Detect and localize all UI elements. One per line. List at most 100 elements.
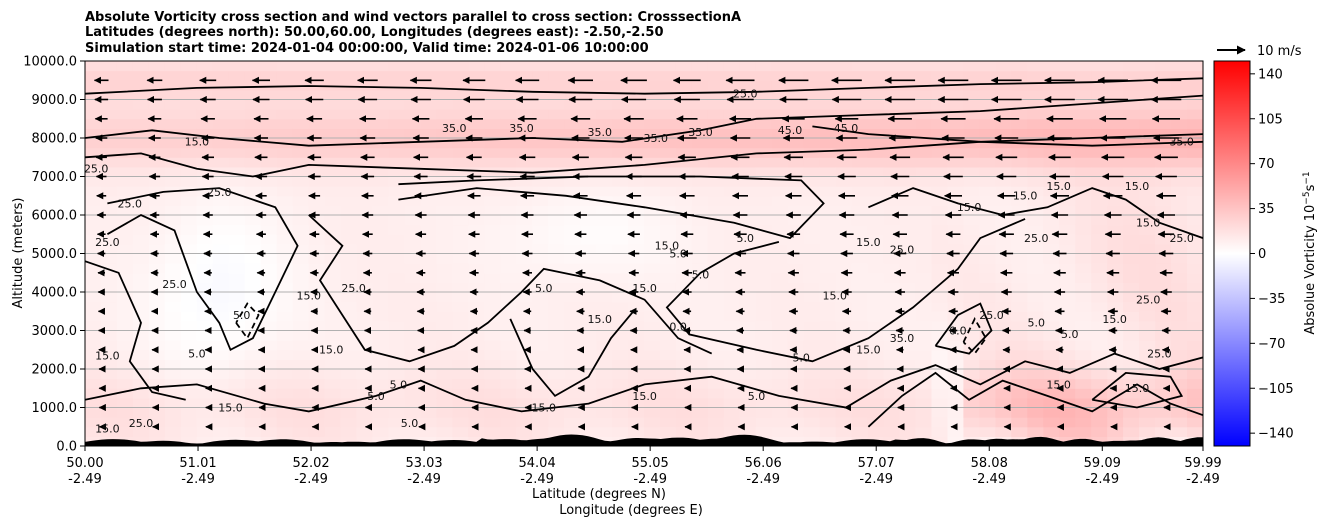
field-cell <box>164 378 182 389</box>
field-cell <box>244 186 262 197</box>
contour-label: 15.0 <box>1013 190 1038 203</box>
field-cell <box>1171 118 1188 129</box>
field-cell <box>228 80 246 91</box>
field-cell <box>947 330 965 341</box>
field-cell <box>979 378 996 389</box>
field-cell <box>612 407 629 418</box>
field-cell <box>1075 263 1092 274</box>
field-cell <box>132 215 150 226</box>
field-cell <box>612 118 629 129</box>
field-cell <box>739 224 757 235</box>
field-cell <box>452 320 469 332</box>
field-cell <box>228 388 246 399</box>
field-cell <box>452 330 469 341</box>
x-tick-label-lon: -2.49 <box>1186 472 1220 487</box>
field-cell <box>484 426 501 437</box>
field-cell <box>596 349 613 360</box>
field-cell <box>484 224 501 235</box>
field-cell <box>85 426 102 437</box>
field-cell <box>739 263 757 274</box>
field-cell <box>1107 263 1124 274</box>
field-cell <box>564 407 581 418</box>
field-cell <box>644 128 661 139</box>
field-cell <box>436 128 453 139</box>
field-cell <box>196 147 214 158</box>
field-cell <box>212 147 230 158</box>
field-cell <box>660 349 677 360</box>
field-cell <box>164 215 182 226</box>
field-cell <box>388 109 406 120</box>
field-cell <box>771 205 789 216</box>
field-cell <box>1091 253 1108 264</box>
field-cell <box>883 263 901 274</box>
field-cell <box>867 138 885 149</box>
field-cell <box>516 397 533 409</box>
field-cell <box>675 282 693 293</box>
field-cell <box>580 157 597 168</box>
field-cell <box>420 176 437 187</box>
field-cell <box>420 166 437 178</box>
field-cell <box>995 301 1012 312</box>
field-cell <box>420 99 437 110</box>
field-cell <box>564 215 581 226</box>
field-cell <box>1139 99 1156 110</box>
field-cell <box>771 109 789 120</box>
field-cell <box>1075 61 1092 72</box>
field-cell <box>180 340 198 351</box>
field-cell <box>420 426 437 437</box>
field-cell <box>931 61 949 72</box>
field-cell <box>915 89 933 101</box>
field-cell <box>180 320 198 332</box>
field-cell <box>596 320 613 332</box>
colorbar-tick-label: 35 <box>1258 202 1275 217</box>
contour-label: 35.0 <box>644 132 669 145</box>
field-cell <box>292 157 310 168</box>
field-cell <box>1187 118 1203 129</box>
field-cell <box>1155 157 1172 168</box>
field-cell <box>388 224 406 235</box>
field-cell <box>755 166 773 178</box>
field-cell <box>180 292 198 303</box>
field-cell <box>1011 234 1028 245</box>
field-cell <box>755 215 773 226</box>
field-cell <box>436 388 453 399</box>
field-cell <box>180 128 198 139</box>
field-cell <box>979 186 996 197</box>
field-cell <box>276 301 294 312</box>
field-cell <box>212 253 230 264</box>
field-cell <box>819 320 837 332</box>
contour-label: 25.0 <box>1147 347 1172 360</box>
field-cell <box>931 224 949 235</box>
field-cell <box>803 330 821 341</box>
field-cell <box>324 118 342 129</box>
field-cell <box>340 80 358 91</box>
field-cell <box>1091 407 1108 418</box>
field-cell <box>899 234 917 245</box>
field-cell <box>101 263 118 274</box>
field-cell <box>915 70 933 81</box>
field-cell <box>851 378 869 389</box>
contour-label: 5.0 <box>1061 328 1079 341</box>
field-cell <box>500 128 517 139</box>
field-cell <box>931 311 949 322</box>
field-cell <box>148 292 166 303</box>
field-cell <box>420 80 437 91</box>
field-cell <box>532 195 549 206</box>
field-cell <box>803 89 821 101</box>
field-cell <box>548 243 565 255</box>
field-cell <box>1011 330 1028 341</box>
field-cell <box>292 109 310 120</box>
field-cell <box>516 234 533 245</box>
field-cell <box>548 166 565 178</box>
field-cell <box>196 397 214 409</box>
field-cell <box>1155 118 1172 129</box>
field-cell <box>995 282 1012 293</box>
field-cell <box>388 99 406 110</box>
field-cell <box>244 89 262 101</box>
field-cell <box>1043 109 1060 120</box>
field-cell <box>85 215 102 226</box>
field-cell <box>452 272 469 283</box>
field-cell <box>612 426 629 437</box>
field-cell <box>388 320 406 332</box>
field-cell <box>1187 176 1203 187</box>
